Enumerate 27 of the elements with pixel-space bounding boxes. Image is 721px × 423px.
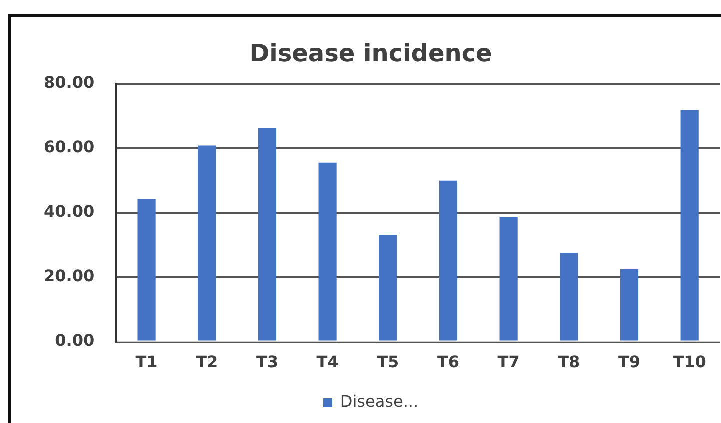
bar [138,199,156,341]
x-tick-label: T10 [673,352,706,372]
x-tick-label: T6 [437,352,460,372]
x-tick-label: T3 [256,352,278,372]
x-tick-label: T2 [196,352,218,372]
x-tick-label: T7 [498,352,520,372]
bar [318,162,337,341]
bar [680,110,699,341]
y-tick-label: 80.00 [44,72,95,92]
x-tick-label: T8 [558,352,580,372]
bar [258,128,277,341]
x-tick-label: T5 [377,352,400,372]
bar [439,180,458,341]
y-tick-label: 40.00 [44,202,95,221]
y-tick-label: 0.00 [55,330,95,350]
bar [560,253,578,341]
bar [198,146,216,341]
x-tick-label: T1 [136,352,158,372]
legend-label: Disease... [340,392,419,412]
bar [379,235,398,341]
x-tick-label: T9 [618,352,641,372]
chart-title: Disease incidence [250,40,492,68]
bar [620,270,639,341]
y-tick-label: 60.00 [44,137,95,156]
y-tick-label: 20.00 [44,266,95,286]
bar [500,216,518,341]
x-tick-label: T4 [316,352,339,372]
